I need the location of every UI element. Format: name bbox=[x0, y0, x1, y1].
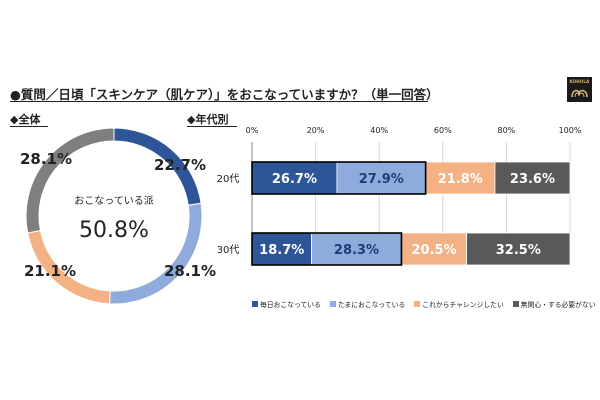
logo-emblem-icon bbox=[571, 89, 588, 98]
x-tick-0: 0% bbox=[246, 126, 259, 135]
bar-label-0-0: 26.7% bbox=[272, 172, 317, 187]
bar-label-0-3: 23.6% bbox=[510, 172, 555, 187]
section-label-by-age: ◆年代別 bbox=[187, 113, 229, 126]
x-tick-1: 20% bbox=[307, 126, 325, 135]
donut-label-0: 22.7% bbox=[154, 156, 206, 174]
question-title: ●質問／日頃「スキンケア（肌ケア）」をおこなっていますか？（単一回答） bbox=[10, 87, 439, 102]
legend-label-daily: 毎日おこなっている bbox=[260, 301, 321, 309]
legend-label-sometimes: たまにおこなっている bbox=[337, 301, 406, 309]
donut-chart: 22.7% 28.1% 21.1% 28.1% おこなっている派 50.8% bbox=[20, 127, 216, 305]
donut-slice-3 bbox=[25, 127, 115, 234]
brand-logo: KOHOLA bbox=[567, 77, 592, 102]
legend-item-sometimes: たまにおこなっている bbox=[329, 299, 406, 309]
stacked-bar-chart: 0% 20% 40% 60% 80% 100% 20代 30代 26.7% 27.9% 21.8… bbox=[217, 126, 582, 266]
section-underline-overall bbox=[10, 126, 48, 127]
bar-segment-0-1 bbox=[336, 161, 427, 195]
logo-text: KOHOLA bbox=[569, 79, 590, 84]
donut-label-1: 28.1% bbox=[164, 262, 216, 280]
bar-label-1-3: 32.5% bbox=[496, 243, 541, 258]
bar-highlight-outline-1 bbox=[251, 232, 403, 266]
bar-label-0-1: 27.9% bbox=[359, 172, 404, 187]
chart-legend: 毎日おこなっている たまにおこなっている これからチャレンジしたい 無関心・する… bbox=[252, 299, 597, 309]
legend-swatch-challenge bbox=[414, 301, 421, 307]
legend-item-challenge: これからチャレンジしたい bbox=[414, 299, 504, 309]
legend-swatch-daily bbox=[252, 301, 258, 307]
bar-label-1-2: 20.5% bbox=[412, 243, 457, 258]
bar-segment-0-3 bbox=[494, 161, 571, 195]
donut-center-label: おこなっている派 bbox=[74, 195, 154, 207]
title-underline bbox=[10, 101, 428, 102]
bar-label-1-1: 28.3% bbox=[334, 243, 379, 258]
bar-x-ticks: 0% 20% 40% 60% 80% 100% bbox=[246, 126, 582, 135]
donut-center-value: 50.8% bbox=[79, 218, 149, 243]
donut-label-3: 28.1% bbox=[20, 150, 72, 168]
donut-label-2: 21.1% bbox=[24, 262, 76, 280]
legend-item-daily: 毎日おこなっている bbox=[252, 299, 321, 309]
section-underline-by-age bbox=[187, 126, 237, 127]
bar-category-labels: 20代 30代 bbox=[217, 173, 240, 256]
x-tick-5: 100% bbox=[559, 126, 582, 135]
x-tick-3: 60% bbox=[434, 126, 452, 135]
bar-segment-1-3 bbox=[466, 232, 571, 266]
category-label-0: 20代 bbox=[217, 173, 240, 185]
legend-swatch-none bbox=[512, 301, 519, 307]
legend-swatch-sometimes bbox=[329, 301, 336, 307]
legend-label-challenge: これからチャレンジしたい bbox=[422, 301, 504, 309]
bar-segment-1-2 bbox=[401, 232, 468, 266]
bar-segment-1-0 bbox=[251, 232, 312, 266]
bar-label-1-0: 18.7% bbox=[259, 243, 304, 258]
bar-highlight-outline-0 bbox=[251, 161, 427, 195]
category-label-1: 30代 bbox=[217, 244, 240, 256]
bar-label-0-2: 21.8% bbox=[438, 172, 483, 187]
donut-slices bbox=[25, 127, 203, 305]
donut-labels: 22.7% 28.1% 21.1% 28.1% bbox=[20, 150, 216, 280]
legend-label-none: 無関心・する必要がない bbox=[520, 301, 596, 309]
x-tick-2: 40% bbox=[370, 126, 388, 135]
legend-item-none: 無関心・する必要がない bbox=[512, 299, 596, 309]
bar-segments: 26.7% 27.9% 21.8% 23.6% 18.7% 28.3% 20.5% 32.5% bbox=[251, 161, 571, 266]
x-tick-4: 80% bbox=[498, 126, 516, 135]
section-label-overall: ◆全体 bbox=[10, 113, 41, 126]
